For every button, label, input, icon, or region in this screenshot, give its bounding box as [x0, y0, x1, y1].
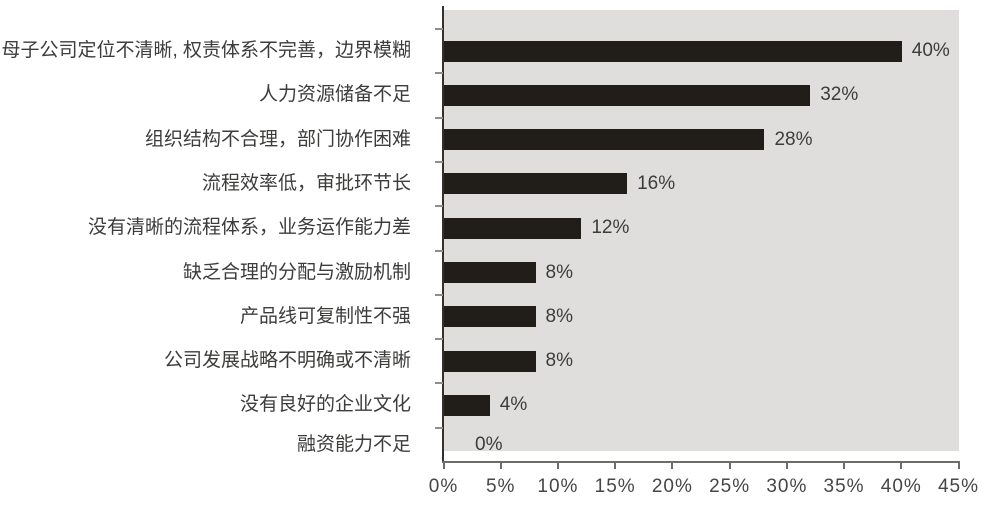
- x-axis-label: 20%: [651, 476, 693, 497]
- value-label: 8%: [545, 261, 574, 283]
- x-axis-label: 5%: [485, 476, 516, 497]
- value-label: 32%: [820, 84, 859, 106]
- x-axis-tick: [785, 461, 788, 469]
- x-axis-label: 35%: [823, 476, 865, 497]
- bar: [444, 84, 811, 106]
- value-label: 8%: [545, 305, 574, 327]
- bar: [444, 217, 582, 239]
- bar: [444, 173, 628, 195]
- y-axis-tick: [435, 205, 443, 208]
- value-label: 8%: [545, 350, 574, 372]
- y-axis-tick: [435, 426, 443, 429]
- x-axis-label: 0%: [428, 476, 459, 497]
- y-axis-tick: [435, 249, 443, 252]
- y-axis-tick: [435, 338, 443, 341]
- x-axis-label: 10%: [537, 476, 579, 497]
- bar: [444, 350, 536, 372]
- category-label: 融资能力不足: [296, 434, 411, 455]
- category-label: 人力资源储备不足: [258, 84, 411, 106]
- x-axis-label: 30%: [766, 476, 808, 497]
- x-axis-tick: [900, 461, 903, 469]
- category-label: 缺乏合理的分配与激励机制: [182, 261, 411, 283]
- category-label: 没有良好的企业文化: [239, 394, 411, 416]
- bar: [444, 129, 765, 151]
- x-axis-tick: [614, 461, 617, 469]
- x-axis-tick: [671, 461, 674, 469]
- value-label: 0%: [475, 434, 503, 455]
- y-axis-tick: [435, 116, 443, 119]
- x-axis-tick: [843, 461, 846, 469]
- bar: [444, 262, 536, 283]
- bar: [444, 394, 490, 416]
- x-axis-tick: [499, 461, 502, 469]
- x-axis-tick: [442, 461, 445, 469]
- bar: [444, 40, 902, 62]
- y-axis-line: [442, 6, 444, 463]
- x-axis-label: 45%: [937, 476, 980, 497]
- value-label: 4%: [499, 394, 528, 416]
- value-label: 12%: [591, 217, 630, 239]
- y-axis-tick: [435, 72, 443, 75]
- x-axis-tick: [957, 461, 960, 469]
- x-axis-label: 40%: [880, 476, 922, 497]
- x-axis-line: [442, 461, 959, 463]
- value-label: 28%: [774, 128, 813, 150]
- y-axis-tick: [435, 382, 443, 385]
- y-axis-tick: [435, 28, 443, 30]
- x-axis-tick: [556, 461, 559, 469]
- y-axis-tick: [435, 160, 443, 163]
- category-label: 没有清晰的流程体系，业务运作能力差: [87, 217, 411, 239]
- y-axis-tick: [435, 293, 443, 296]
- bar: [444, 306, 536, 328]
- x-axis-label: 25%: [709, 476, 751, 497]
- x-axis-label: 15%: [594, 476, 636, 497]
- category-label: 组织结构不合理，部门协作困难: [144, 128, 411, 150]
- category-label: 流程效率低，审批环节长: [201, 172, 411, 194]
- category-label: 母子公司定位不清晰, 权责体系不完善，边界模糊: [1, 40, 411, 61]
- value-label: 16%: [637, 172, 676, 194]
- x-axis-tick: [728, 461, 731, 469]
- category-label: 产品线可复制性不强: [239, 305, 411, 327]
- value-label: 40%: [911, 40, 950, 61]
- category-label: 公司发展战略不明确或不清晰: [163, 350, 411, 372]
